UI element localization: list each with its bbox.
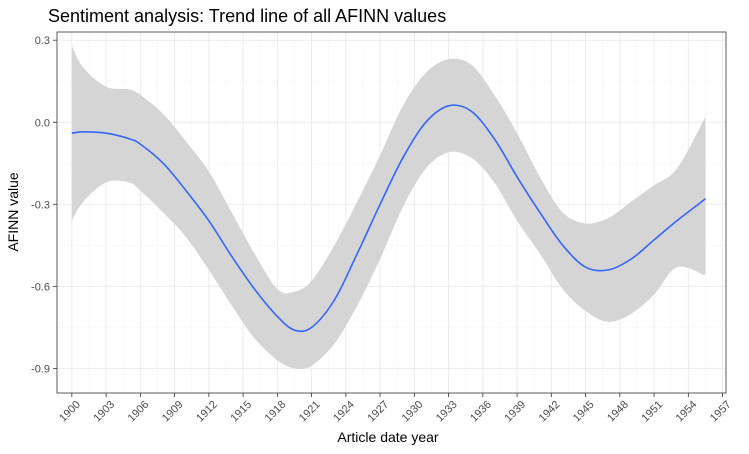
x-tick-label: 1918	[263, 399, 289, 425]
y-tick-label: -0.3	[31, 199, 50, 211]
x-tick-label: 1915	[228, 399, 254, 425]
trend-line	[71, 104, 706, 333]
plot-panel-border	[56, 31, 727, 394]
x-tick-label: 1930	[400, 399, 426, 425]
x-tick-label: 1948	[605, 399, 631, 425]
y-axis-title: AFINN value	[5, 172, 21, 252]
y-tick-label: -0.9	[31, 363, 50, 375]
x-tick-label: 1912	[194, 399, 220, 425]
confidence-ribbon	[71, 45, 706, 370]
x-tick-label: 1903	[91, 399, 117, 425]
x-tick-label: 1945	[571, 399, 597, 425]
y-tick-label: 0.3	[35, 35, 50, 47]
x-tick-label: 1942	[537, 399, 563, 425]
x-tick-label: 1957	[708, 399, 734, 425]
x-tick-label: 1933	[434, 399, 460, 425]
x-tick-label: 1954	[674, 399, 700, 425]
chart-title: Sentiment analysis: Trend line of all AF…	[48, 6, 446, 26]
x-axis-ticks: 1900 1903 1906 1909 1912 1915 1918 1921 1924 1927…	[57, 393, 734, 424]
y-tick-label: -0.6	[31, 281, 50, 293]
x-tick-label: 1906	[126, 399, 152, 425]
x-tick-label: 1909	[160, 399, 186, 425]
y-axis-ticks: 0.3 0.0 -0.3 -0.6 -0.9	[31, 35, 57, 375]
x-tick-label: 1924	[331, 399, 357, 425]
y-tick-label: 0.0	[35, 117, 50, 129]
x-axis-title: Article date year	[337, 429, 438, 445]
x-tick-label: 1951	[639, 399, 665, 425]
x-tick-label: 1939	[502, 399, 528, 425]
x-tick-label: 1927	[365, 399, 391, 425]
x-tick-label: 1900	[57, 399, 83, 425]
x-tick-label: 1921	[297, 399, 323, 425]
x-tick-label: 1936	[468, 399, 494, 425]
